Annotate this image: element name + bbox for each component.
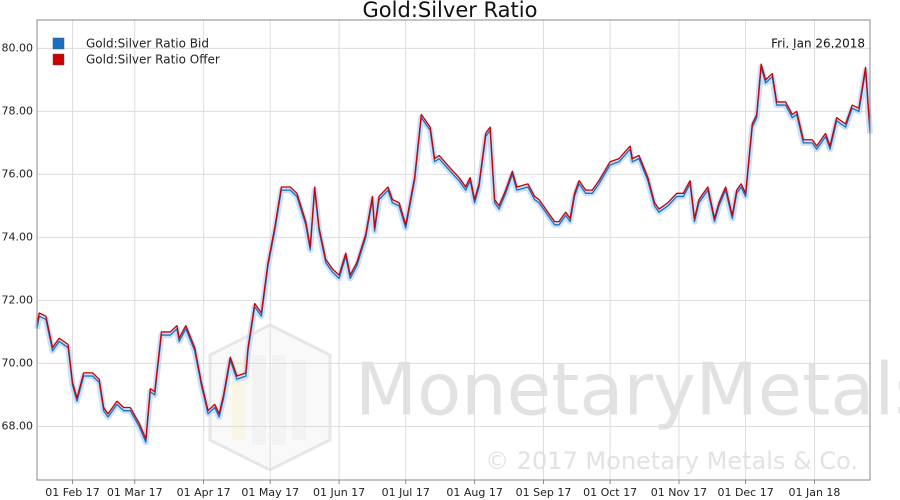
y-tick-label: 72.00 bbox=[2, 293, 34, 306]
x-tick-label: 01 Aug 17 bbox=[446, 486, 502, 499]
y-tick-label: 78.00 bbox=[2, 104, 34, 117]
y-tick-label: 76.00 bbox=[2, 167, 34, 180]
line bbox=[36, 63, 871, 440]
x-tick-label: 01 Sep 17 bbox=[516, 486, 572, 499]
legend-label: Gold:Silver Ratio Bid bbox=[86, 37, 209, 51]
legend-swatch bbox=[52, 37, 65, 50]
x-tick-label: 01 Feb 17 bbox=[45, 486, 99, 499]
plot-border bbox=[36, 19, 871, 481]
legend-label: Gold:Silver Ratio Offer bbox=[86, 53, 220, 67]
x-tick-label: 01 Oct 17 bbox=[583, 486, 637, 499]
date-annotation: Fri, Jan 26,2018 bbox=[771, 37, 865, 51]
legend-swatch bbox=[52, 53, 65, 66]
x-tick-label: 01 Apr 17 bbox=[177, 486, 231, 499]
watermark: MonetaryMetals bbox=[355, 348, 900, 432]
x-tick-label: 01 Jun 17 bbox=[313, 486, 365, 499]
x-tick-label: 01 May 17 bbox=[241, 486, 299, 499]
copyright: © 2017 Monetary Metals & Co. bbox=[485, 447, 858, 475]
y-tick-label: 70.00 bbox=[2, 356, 34, 369]
x-tick-label: 01 Jan 18 bbox=[788, 486, 840, 499]
x-tick-label: 01 Nov 17 bbox=[651, 486, 707, 499]
chart-title: Gold:Silver Ratio bbox=[363, 0, 538, 22]
y-tick-label: 80.00 bbox=[2, 41, 34, 54]
x-tick-label: 01 Mar 17 bbox=[107, 486, 163, 499]
x-tick-label: 01 Dec 17 bbox=[717, 486, 773, 499]
plot-area bbox=[36, 19, 871, 481]
y-tick-label: 68.00 bbox=[2, 419, 34, 432]
x-tick-label: 01 Jul 17 bbox=[382, 486, 430, 499]
y-tick-label: 74.00 bbox=[2, 230, 34, 243]
